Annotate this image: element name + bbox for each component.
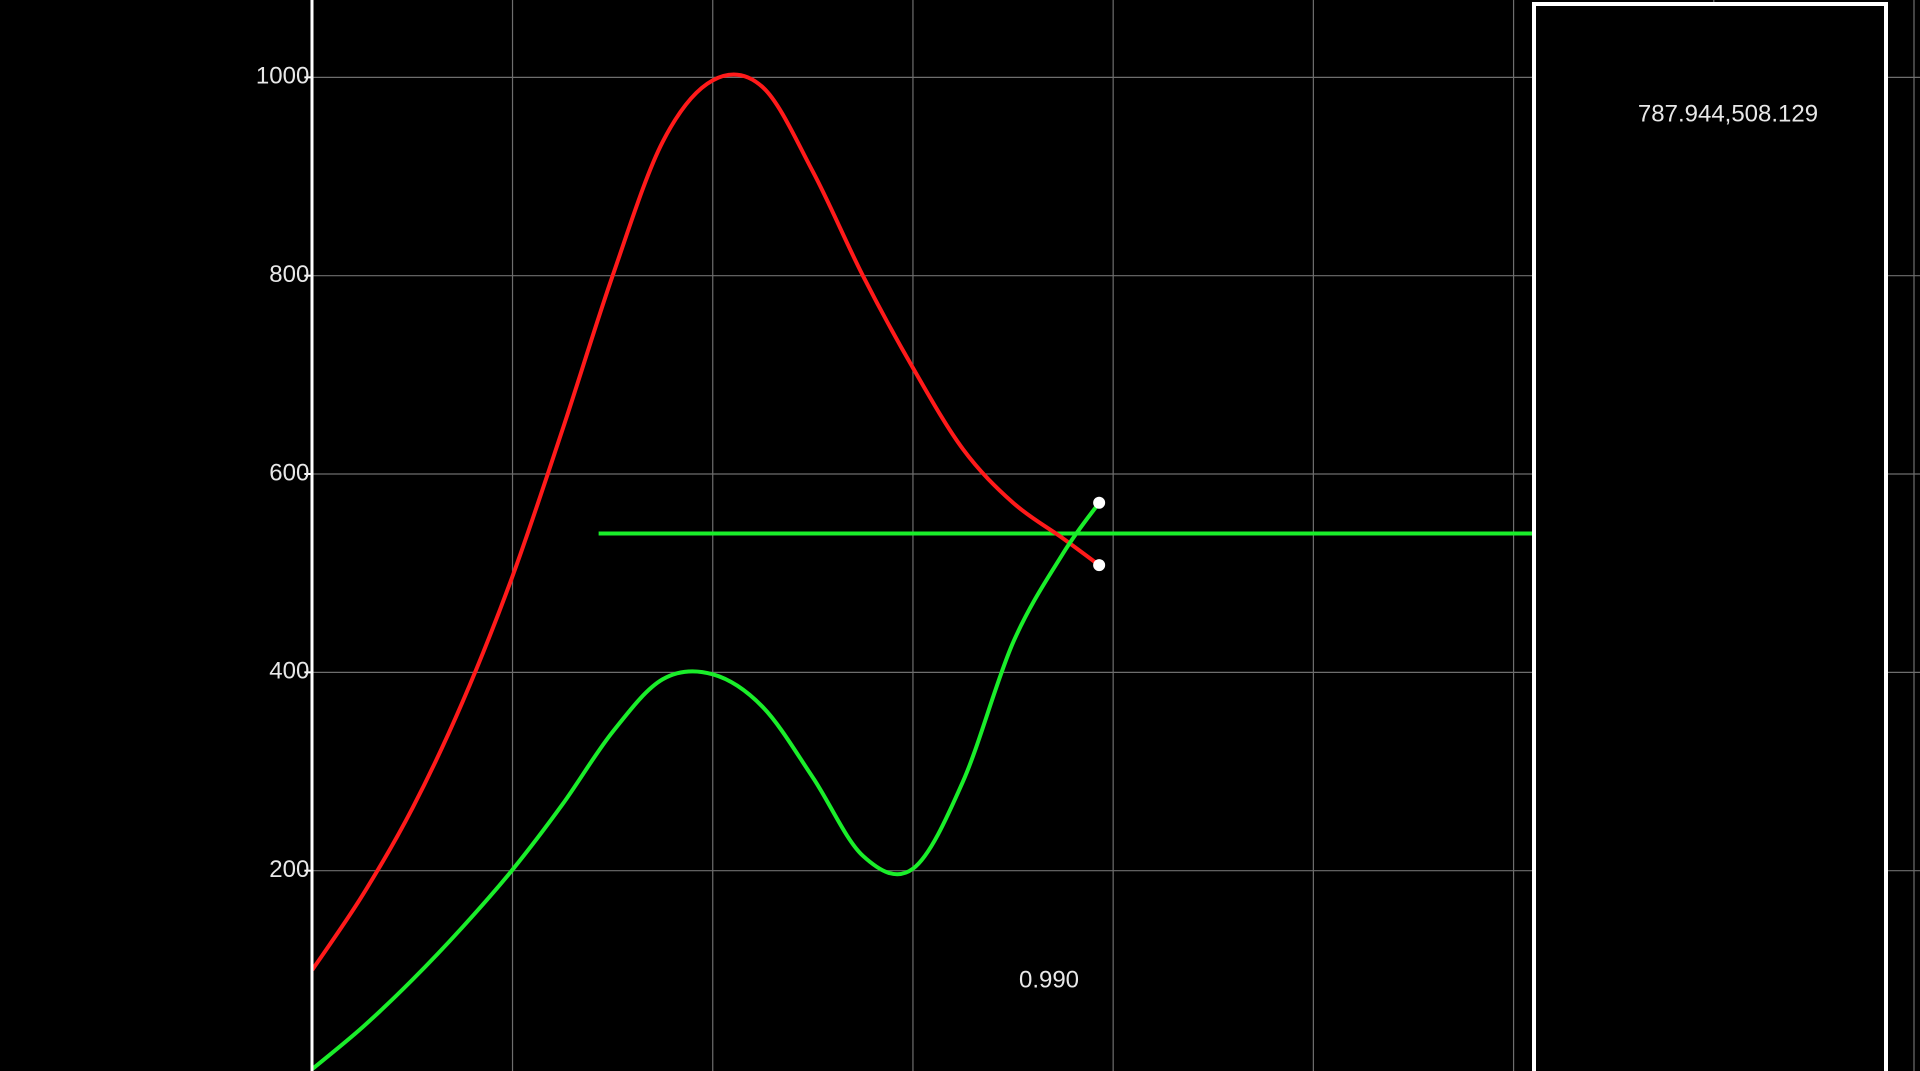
y-tick-label: 800 [269, 261, 309, 288]
y-tick-label: 400 [269, 658, 309, 685]
annotation: 0.990 [1019, 966, 1079, 993]
panel-text: 787.944,508.129 [1638, 100, 1818, 127]
y-tick-label: 1000 [256, 63, 309, 90]
y-axis-labels: 200 400 600 800 1000 [256, 63, 313, 883]
series-line [311, 501, 1101, 1071]
plot-area [310, 72, 1536, 1071]
y-tick-label: 600 [269, 459, 309, 486]
series-line [310, 72, 1101, 971]
y-tick-label: 200 [269, 856, 309, 883]
info-panel [1532, 2, 1888, 1071]
end-dot [1093, 559, 1106, 572]
end-dot [1093, 496, 1106, 509]
